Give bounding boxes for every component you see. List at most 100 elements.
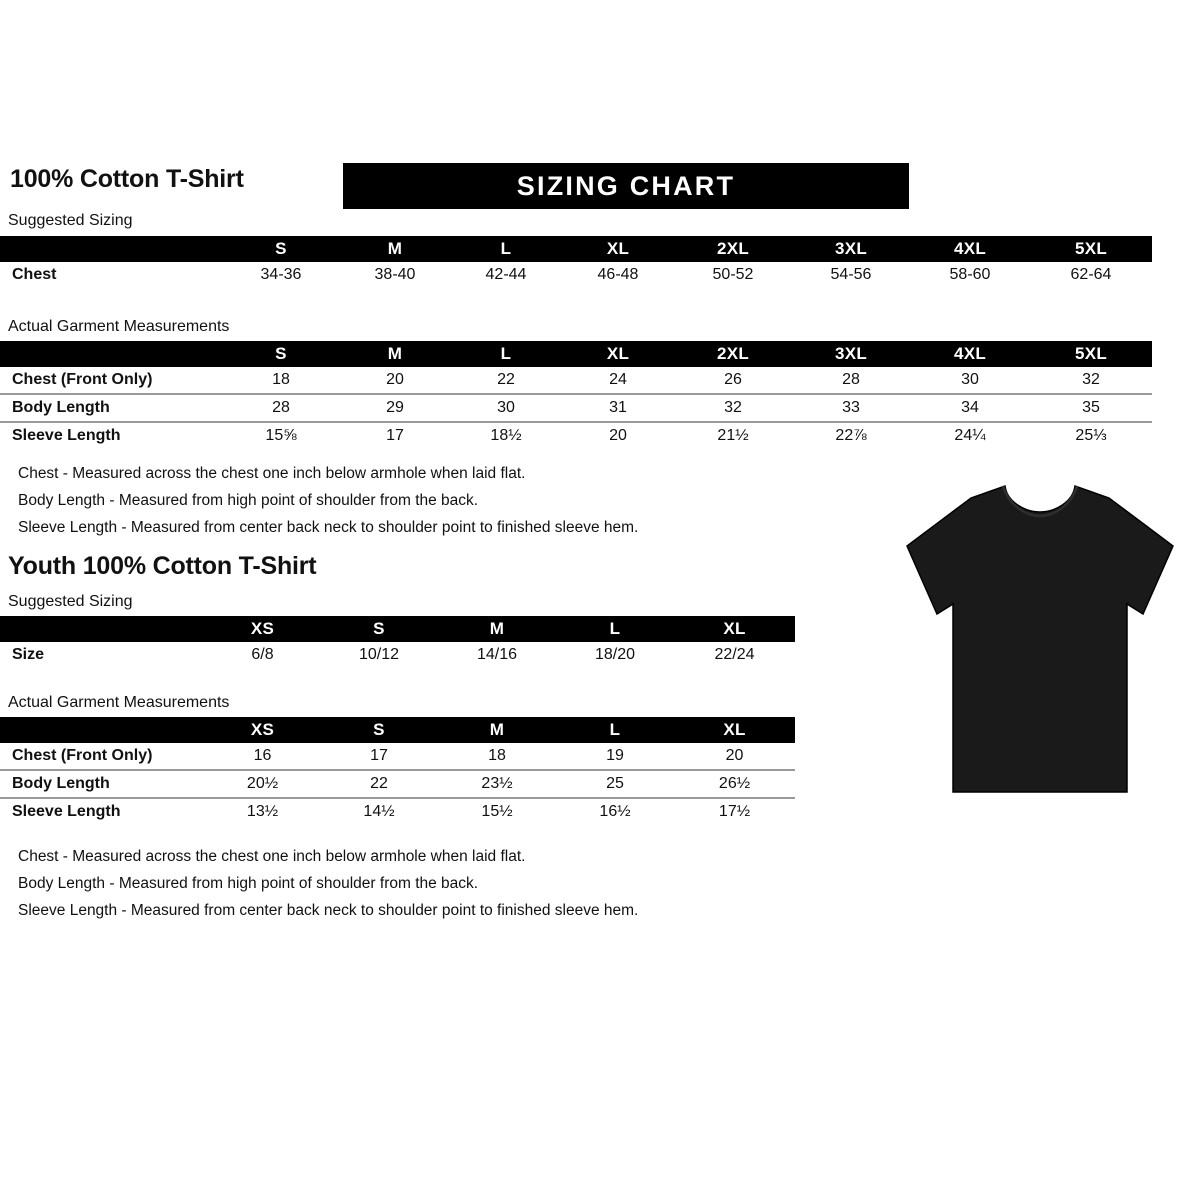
- adult-garment-row-label-sleeve-length: Sleeve Length: [12, 427, 121, 444]
- adult-garment-col-2xl: 2XL: [716, 344, 750, 363]
- adult-suggested-col-l: L: [500, 239, 512, 258]
- adult-garment-body-m: 29: [386, 399, 404, 416]
- adult-garment-col-xl: XL: [606, 344, 630, 363]
- youth-suggested-size-m: 14/16: [476, 646, 518, 663]
- row-divider: [0, 393, 1152, 395]
- adult-garment-sleeve-xl: 20: [609, 427, 627, 444]
- youth-suggested-col-xs: XS: [250, 619, 275, 638]
- adult-note-chest: Chest - Measured across the chest one in…: [18, 465, 526, 482]
- adult-garment-chest-2xl: 26: [724, 371, 742, 388]
- adult-garment-col-4xl: 4XL: [953, 344, 987, 363]
- adult-garment-chest-l: 22: [497, 371, 515, 388]
- youth-garment-row-label-body-length: Body Length: [12, 775, 110, 792]
- adult-garment-body-2xl: 32: [724, 399, 742, 416]
- youth-garment-chest-xs: 16: [253, 747, 272, 764]
- adult-garment-row-label-chest: Chest (Front Only): [12, 371, 153, 388]
- row-divider: [0, 421, 1152, 423]
- table-row: Chest (Front Only) 16 17 18 19 20: [0, 743, 795, 769]
- youth-suggested-size-xs: 6/8: [251, 646, 274, 663]
- adult-garment-chest-3xl: 28: [842, 371, 860, 388]
- adult-suggested-header-row: S M L XL 2XL 3XL 4XL 5XL: [0, 236, 1152, 262]
- sizing-chart-banner-label: SIZING CHART: [516, 171, 736, 201]
- youth-garment-col-xl: XL: [723, 720, 746, 739]
- sizing-chart-banner: SIZING CHART: [343, 163, 909, 209]
- youth-garment-body-m: 23½: [481, 775, 513, 792]
- youth-garment-row-label-sleeve-length: Sleeve Length: [12, 803, 121, 820]
- youth-garment-body-s: 22: [370, 775, 388, 792]
- adult-garment-table: S M L XL 2XL 3XL 4XL 5XL Chest (Front On…: [0, 341, 1152, 449]
- youth-garment-caption: Actual Garment Measurements: [8, 694, 230, 711]
- adult-note-body-length: Body Length - Measured from high point o…: [18, 492, 479, 509]
- adult-suggested-col-2xl: 2XL: [716, 239, 750, 258]
- youth-suggested-size-s: 10/12: [358, 646, 400, 663]
- adult-suggested-chest-3xl: 54-56: [830, 266, 872, 283]
- youth-garment-sleeve-s: 14½: [363, 803, 395, 820]
- adult-garment-sleeve-l: 18½: [490, 427, 522, 444]
- adult-garment-col-l: L: [500, 344, 512, 363]
- adult-suggested-table: S M L XL 2XL 3XL 4XL 5XL Chest 34-36 38-…: [0, 236, 1152, 288]
- adult-garment-sleeve-s: 15⅝: [265, 427, 297, 444]
- youth-suggested-header-label: [0, 616, 205, 642]
- youth-garment-chest-xl: 20: [725, 747, 744, 764]
- adult-garment-sleeve-m: 17: [386, 427, 404, 444]
- adult-garment-body-3xl: 33: [842, 399, 860, 416]
- adult-garment-chest-4xl: 30: [961, 371, 979, 388]
- adult-garment-caption: Actual Garment Measurements: [8, 318, 230, 335]
- youth-section-title: Youth 100% Cotton T-Shirt: [8, 552, 317, 580]
- adult-garment-col-5xl: 5XL: [1074, 344, 1108, 363]
- adult-notes: Chest - Measured across the chest one in…: [18, 460, 638, 541]
- adult-garment-body-4xl: 34: [961, 399, 979, 416]
- adult-suggested-caption: Suggested Sizing: [8, 212, 133, 229]
- youth-note-sleeve-length: Sleeve Length - Measured from center bac…: [18, 902, 639, 919]
- adult-garment-col-3xl: 3XL: [834, 344, 868, 363]
- adult-suggested-row-label-chest: Chest: [12, 266, 57, 283]
- adult-garment-body-s: 28: [272, 399, 290, 416]
- adult-garment-header-row: S M L XL 2XL 3XL 4XL 5XL: [0, 341, 1152, 367]
- adult-garment-sleeve-2xl: 21½: [717, 427, 749, 444]
- youth-suggested-header-row: XS S M L XL: [0, 616, 795, 642]
- adult-suggested-col-m: M: [387, 239, 403, 258]
- youth-garment-sleeve-l: 16½: [599, 803, 631, 820]
- youth-suggested-col-l: L: [609, 619, 621, 638]
- adult-garment-header-label: [0, 341, 222, 367]
- youth-garment-body-l: 25: [606, 775, 624, 792]
- youth-suggested-col-m: M: [489, 619, 505, 638]
- adult-suggested-chest-xl: 46-48: [597, 266, 639, 283]
- adult-suggested-chest-s: 34-36: [260, 266, 302, 283]
- youth-garment-header-label: [0, 717, 205, 743]
- adult-garment-body-5xl: 35: [1082, 399, 1100, 416]
- youth-suggested-size-xl: 22/24: [714, 646, 755, 663]
- adult-garment-col-m: M: [387, 344, 403, 363]
- adult-garment-sleeve-3xl: 22⅞: [835, 427, 867, 444]
- youth-notes: Chest - Measured across the chest one in…: [18, 843, 638, 924]
- adult-suggested-chest-5xl: 62-64: [1070, 266, 1112, 283]
- youth-garment-col-m: M: [489, 720, 505, 739]
- youth-note-chest: Chest - Measured across the chest one in…: [18, 848, 526, 865]
- youth-suggested-size-l: 18/20: [594, 646, 636, 663]
- youth-garment-col-s: S: [373, 720, 385, 739]
- title-row: 100% Cotton T-Shirt SIZING CHART: [10, 163, 1160, 209]
- adult-garment-sleeve-4xl: 24¼: [954, 427, 986, 444]
- youth-garment-row-label-chest: Chest (Front Only): [12, 747, 153, 764]
- tshirt-icon: [906, 484, 1174, 793]
- page-title: 100% Cotton T-Shirt: [10, 165, 244, 193]
- adult-note-sleeve-length: Sleeve Length - Measured from center bac…: [18, 519, 639, 536]
- adult-suggested-col-5xl: 5XL: [1074, 239, 1108, 258]
- table-row: Body Length 20½ 22 23½ 25 26½: [0, 771, 795, 797]
- adult-suggested-col-4xl: 4XL: [953, 239, 987, 258]
- youth-suggested-table: XS S M L XL Size 6/8 10/12 14/16 18/20 2…: [0, 616, 795, 668]
- youth-garment-col-l: L: [609, 720, 621, 739]
- adult-garment-chest-5xl: 32: [1082, 371, 1100, 388]
- tshirt-illustration: [895, 472, 1185, 802]
- youth-garment-chest-s: 17: [370, 747, 388, 764]
- adult-suggested-chest-l: 42-44: [485, 266, 527, 283]
- youth-garment-chest-m: 18: [488, 747, 506, 764]
- table-row: Chest 34-36 38-40 42-44 46-48 50-52 54-5…: [0, 262, 1152, 288]
- youth-suggested-caption: Suggested Sizing: [8, 593, 133, 610]
- adult-garment-chest-m: 20: [386, 371, 404, 388]
- youth-garment-col-xs: XS: [250, 720, 275, 739]
- youth-garment-table: XS S M L XL Chest (Front Only) 16 17 18 …: [0, 717, 795, 825]
- table-row: Body Length 28 29 30 31 32 33 34 35: [0, 395, 1152, 421]
- adult-garment-sleeve-5xl: 25⅓: [1075, 427, 1107, 444]
